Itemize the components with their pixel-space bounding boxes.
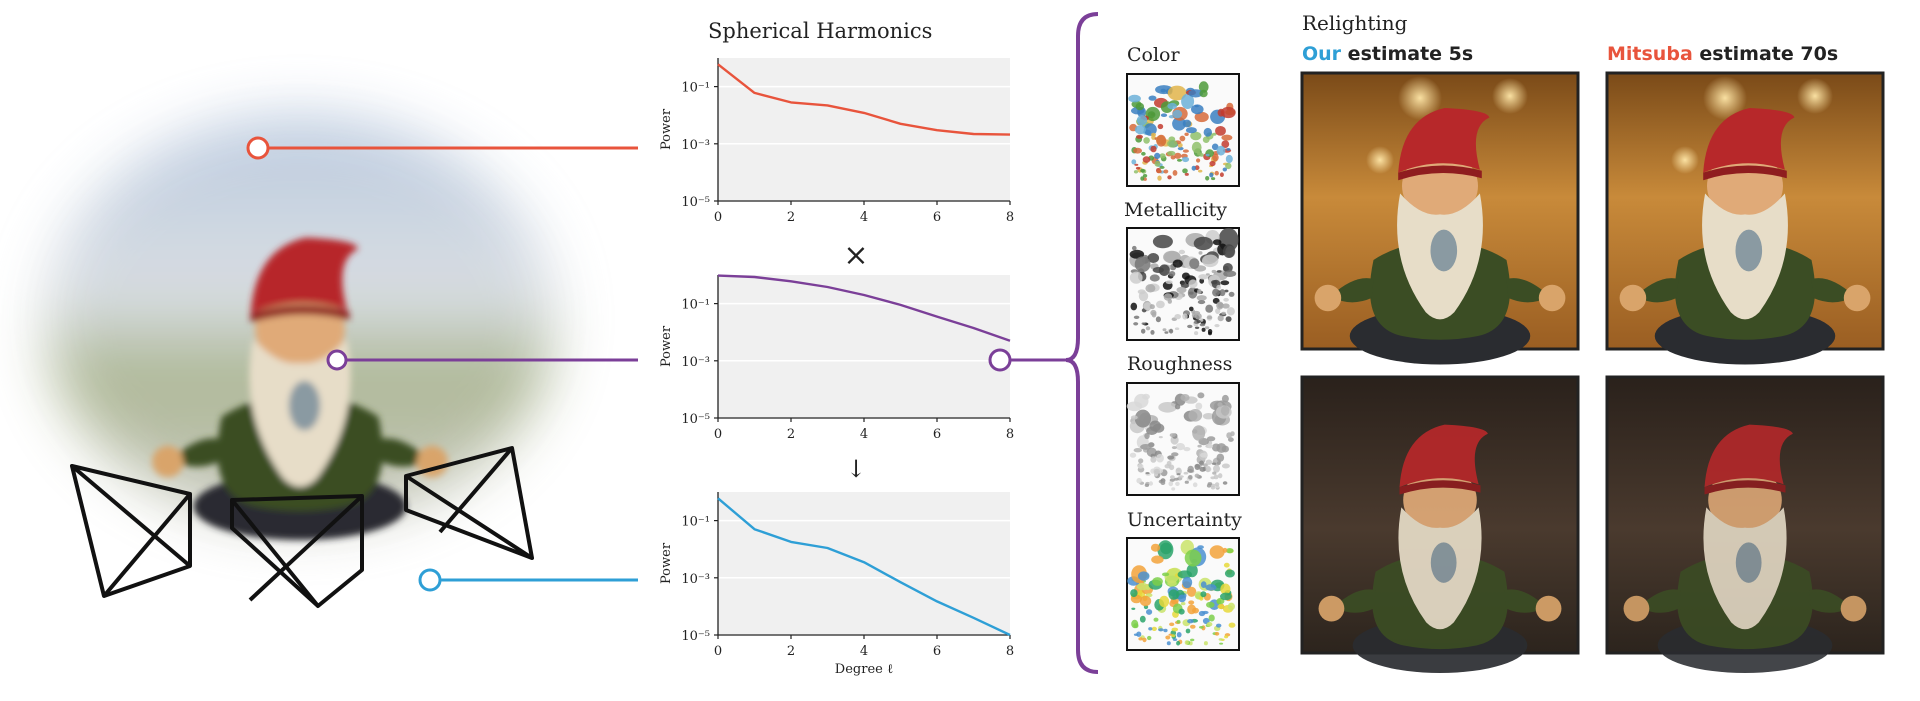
relight-mitsuba-warm: [1605, 71, 1885, 365]
material-roughness: Roughness: [1126, 353, 1240, 496]
y-axis-label: Power: [659, 325, 674, 367]
mitsuba-estimate-label: Mitsuba estimate 70s: [1607, 43, 1838, 65]
material-color: Color: [1126, 44, 1240, 187]
series-line: [717, 497, 1011, 637]
sh-chart-2: 10⁻⁵ 10⁻³ 10⁻¹ 0 2 4 6 8 Power: [659, 274, 1014, 442]
color-map-icon: [1128, 81, 1236, 181]
x-tick-label: 2: [787, 644, 795, 659]
material-uncertainty: Uncertainty: [1126, 509, 1242, 651]
camera-right: [404, 446, 534, 560]
x-tick-label: 6: [933, 644, 941, 659]
camera-left: [70, 464, 192, 598]
relighting-title: Relighting: [1302, 11, 1408, 35]
x-tick-label: 0: [714, 210, 722, 225]
x-axis-label: Degree ℓ: [835, 662, 893, 677]
material-list: Color Metallicity Roughness Uncertainty: [1124, 44, 1242, 651]
x-tick-label: 0: [714, 427, 722, 442]
x-tick-label: 8: [1006, 644, 1014, 659]
relight-mitsuba-dark: [1605, 375, 1885, 673]
series-line: [717, 274, 1011, 342]
material-label: Metallicity: [1124, 199, 1227, 221]
our-estimate-label: Our estimate 5s: [1302, 43, 1473, 65]
y-axis-label: Power: [659, 108, 674, 150]
y-tick-label: 10⁻⁵: [681, 195, 710, 210]
x-tick-label: 6: [933, 210, 941, 225]
camera-frustums: [70, 446, 534, 608]
sh-charts: 10⁻⁵ 10⁻³ 10⁻¹ 0 2 4 6 8 Power 10⁻⁵ 10⁻³ 10⁻¹ 0 2 4 6 8 P…: [659, 58, 1014, 677]
y-tick-label: 10⁻³: [681, 138, 710, 153]
plot-area: [718, 58, 1010, 201]
metallicity-map-icon: [1129, 227, 1239, 336]
sh-title: Spherical Harmonics: [708, 19, 932, 43]
material-label: Color: [1127, 44, 1180, 66]
material-label: Roughness: [1127, 353, 1232, 375]
roughness-map-icon: [1126, 392, 1235, 491]
y-tick-label: 10⁻⁵: [681, 629, 710, 644]
uncertainty-map-icon: [1127, 539, 1236, 646]
relight-our-warm: [1300, 71, 1580, 365]
y-tick-label: 10⁻⁵: [681, 412, 710, 427]
connector-product: [418, 568, 638, 592]
sh-chart-3: 10⁻⁵ 10⁻³ 10⁻¹ 0 2 4 6 8 Power Degree ℓ: [659, 492, 1014, 677]
multiply-symbol: ×: [843, 238, 868, 273]
x-tick-label: 4: [860, 210, 868, 225]
material-label: Uncertainty: [1127, 509, 1242, 531]
plot-area: [718, 275, 1010, 418]
y-tick-label: 10⁻³: [681, 355, 710, 370]
connector-bracket: [988, 348, 1072, 372]
x-tick-label: 6: [933, 427, 941, 442]
x-tick-label: 4: [860, 427, 868, 442]
material-bracket: [1065, 12, 1099, 674]
connector-env: [246, 136, 638, 160]
relight-our-dark: [1300, 375, 1580, 673]
sh-chart-1: 10⁻⁵ 10⁻³ 10⁻¹ 0 2 4 6 8 Power: [659, 58, 1014, 225]
series-line: [717, 63, 1011, 136]
x-tick-label: 2: [787, 427, 795, 442]
camera-center: [230, 494, 364, 608]
y-tick-label: 10⁻³: [681, 572, 710, 587]
connector-brdf: [326, 349, 638, 371]
y-tick-label: 10⁻¹: [681, 298, 710, 313]
y-axis-label: Power: [659, 542, 674, 584]
x-tick-label: 2: [787, 210, 795, 225]
x-tick-label: 8: [1006, 427, 1014, 442]
x-tick-label: 4: [860, 644, 868, 659]
y-tick-label: 10⁻¹: [681, 81, 710, 96]
x-tick-label: 0: [714, 644, 722, 659]
y-tick-label: 10⁻¹: [681, 515, 710, 530]
material-metallicity: Metallicity: [1124, 199, 1240, 341]
x-tick-label: 8: [1006, 210, 1014, 225]
down-arrow-icon: ↓: [846, 455, 866, 483]
